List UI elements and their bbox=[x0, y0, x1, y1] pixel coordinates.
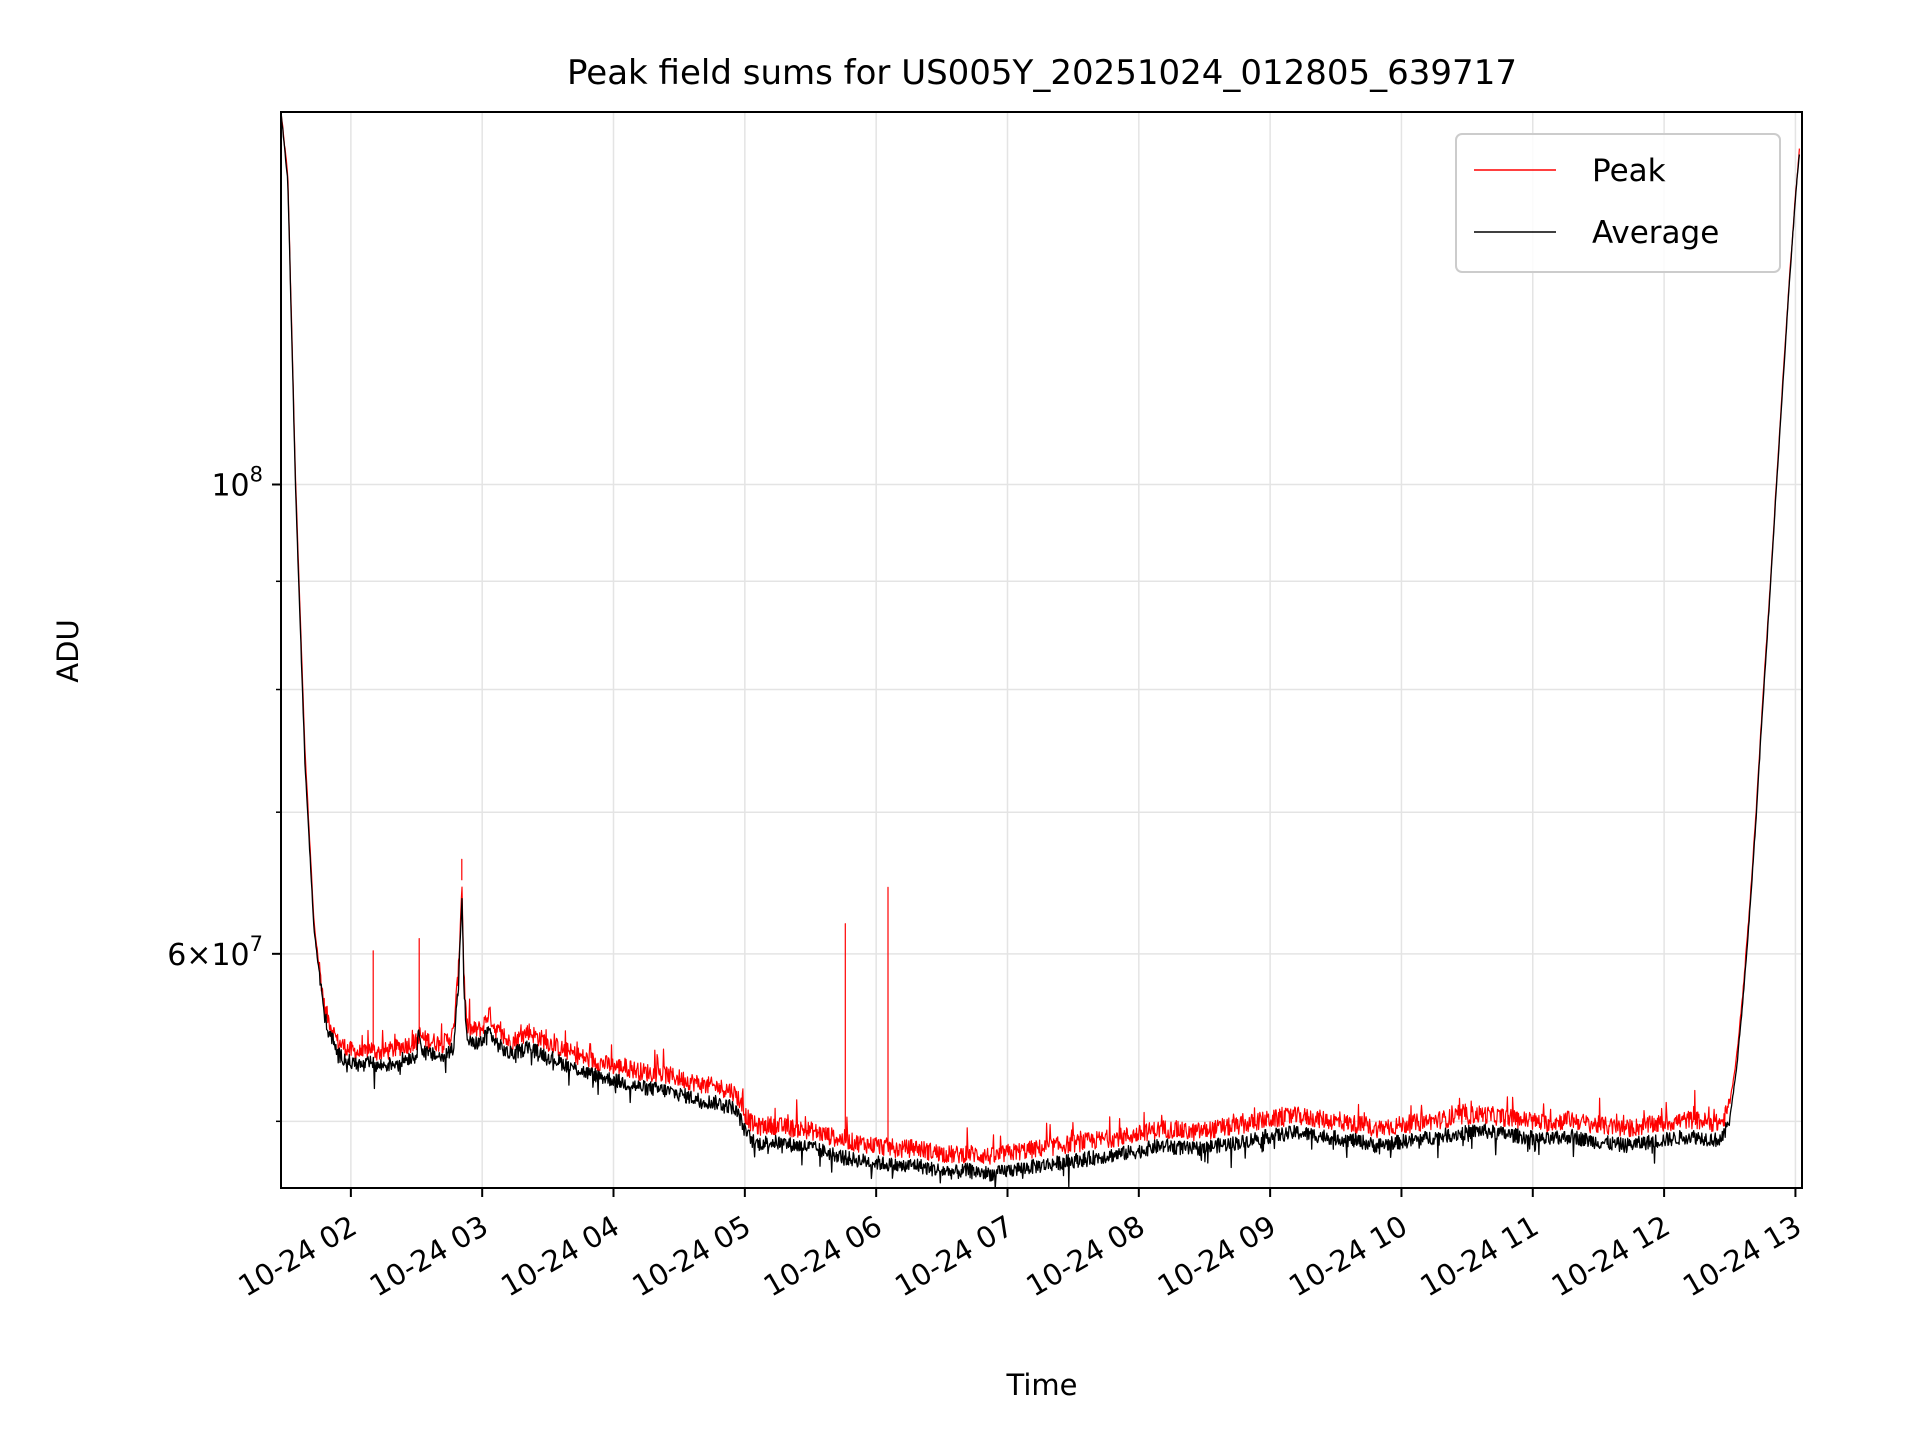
y-tick-label: 108 bbox=[211, 463, 263, 504]
series-line-average bbox=[281, 112, 1801, 1188]
y-tick-exponent: 7 bbox=[250, 932, 263, 956]
legend-box bbox=[1455, 133, 1781, 273]
y-axis: 108 6×107 bbox=[167, 463, 281, 1123]
y-tick-base: 6×10 bbox=[167, 938, 249, 973]
chart-title: Peak field sums for US005Y_20251024_0128… bbox=[567, 53, 1517, 93]
y-axis-label: ADU bbox=[51, 619, 85, 682]
y-tick-base: 10 bbox=[211, 469, 249, 504]
grid bbox=[281, 112, 1802, 1188]
legend-label-average: Average bbox=[1592, 215, 1719, 251]
plot-frame bbox=[280, 111, 1803, 1189]
legend: Peak Average bbox=[1455, 133, 1781, 273]
series-line-peak bbox=[281, 112, 1800, 1165]
y-tick-label: 6×107 bbox=[167, 932, 263, 973]
x-axis-label: Time bbox=[1006, 1368, 1078, 1402]
y-tick-exponent: 8 bbox=[250, 463, 263, 487]
series-layer bbox=[281, 112, 1801, 1188]
legend-label-peak: Peak bbox=[1592, 153, 1666, 189]
